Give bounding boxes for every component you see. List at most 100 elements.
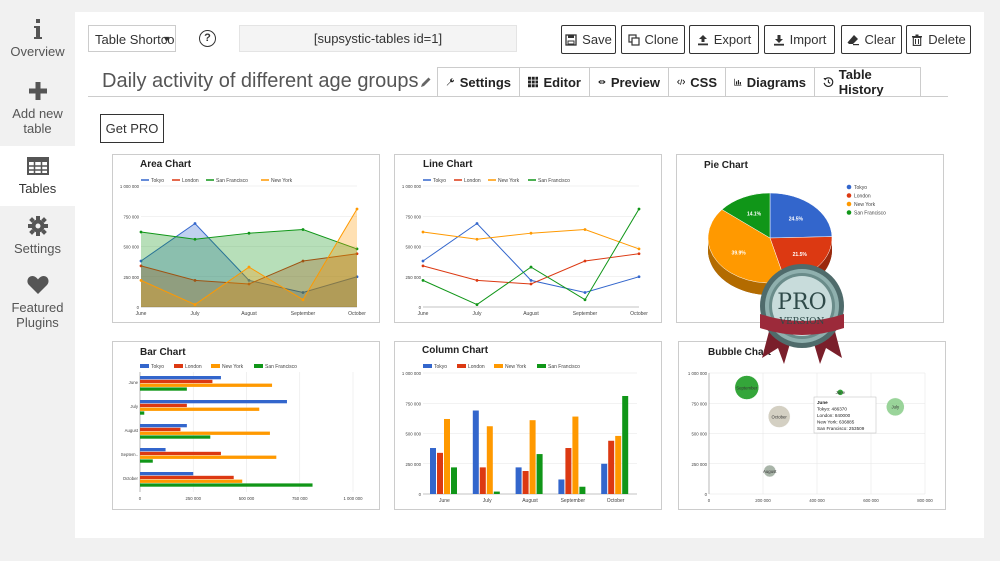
legend-entry: New York [505,364,527,370]
legend-entry: New York [271,178,293,184]
sidebar-item-settings[interactable]: Settings [0,215,75,260]
sidebar-item-overview[interactable]: Overview [0,18,75,68]
tab-table-history[interactable]: Table History [814,67,921,97]
sidebar-item-add-new-table[interactable]: Add new table [0,80,75,140]
legend-swatch [846,184,852,190]
legend-entry: San Francisco [216,178,248,184]
data-point [139,230,143,234]
slice-label: 21.5% [793,252,808,258]
tabs-divider [88,96,948,97]
tick-label: 500 000 [239,496,255,501]
column-chart-card[interactable]: Column Chart 0 250 000 500 000 750 000 1 000… [394,341,662,510]
tick-label: 0 [708,498,711,503]
tick-label: 750 000 [405,214,421,219]
tick-label: September [561,498,586,504]
bar-chart-card[interactable]: Bar Chart 0 250 000 500 000 750 000 1 000 00… [112,341,380,510]
tick-label: 1 000 000 [688,371,708,376]
tick-label: August [241,311,257,317]
table-title[interactable]: Daily activity of different age groups [102,70,419,92]
shortcode-field[interactable]: [supsystic-tables id=1] [239,25,517,52]
tick-label: July [191,311,200,317]
save-button[interactable]: Save [561,25,616,54]
get-pro-button[interactable]: Get PRO [100,114,164,143]
tab-label: Settings [459,74,511,90]
data-point [421,259,425,263]
import-button[interactable]: Import [764,25,835,54]
line-chart-card[interactable]: Line Chart 0 250 000 500 000 750 000 1 000 0… [394,154,662,323]
tick-label: August [523,311,539,317]
legend-swatch [846,201,852,207]
legend-entry: San Francisco [548,364,580,370]
tab-diagrams[interactable]: Diagrams [725,67,814,97]
legend-swatch [494,364,503,368]
tick-label: 1 000 000 [343,496,363,501]
column-bar [486,426,493,494]
legend-entry: London [468,364,485,370]
tick-label: 500 000 [691,432,707,437]
bubble-label: July [891,405,899,410]
bar [140,431,270,435]
import-icon [773,34,784,46]
bar [140,475,234,480]
bubble-chart-card[interactable]: Bubble Chart 0 250 000 500 000 750 000 1 000… [678,341,946,510]
bar [140,383,273,387]
sidebar-item-featured-plugins[interactable]: Featured Plugins [0,274,75,332]
tick-label: 750 000 [123,214,139,219]
legend-entry: San Francisco [538,178,570,184]
bar [140,400,287,404]
legend-entry: Tokyo [854,185,867,191]
data-point [637,252,641,256]
sidebar-item-label: Settings [14,241,61,256]
bar [140,387,187,391]
column-bar [430,448,436,494]
plus-icon [28,82,47,100]
chart-title: Bubble Chart [708,347,771,358]
sidebar-item-label: Tables [18,181,57,196]
history-icon [823,77,834,87]
bubble [763,464,776,478]
column-bar [536,454,543,494]
shortcode-type-select[interactable]: Table Shortcode ▼ [88,25,176,52]
column-bar [579,486,586,494]
tooltip-line: London: 840000 [817,413,851,418]
tick-label: 250 000 [123,275,139,280]
tick-label: 500 000 [405,432,421,437]
data-point [355,275,359,279]
tab-editor[interactable]: Editor [519,67,589,97]
admin-sidebar: Overview Add new table Tables Settings F… [0,0,75,561]
legend-entry: Tokyo [151,178,164,184]
tick-label: June [136,311,147,317]
data-point [193,222,197,225]
export-button[interactable]: Export [689,25,759,54]
tab-preview[interactable]: Preview [589,67,668,97]
bar [140,472,194,476]
legend-swatch [423,364,432,368]
column-bar [515,467,522,494]
column-chart: 0 250 000 500 000 750 000 1 000 000 Tokyo Lond… [402,364,637,504]
pencil-icon[interactable] [420,76,432,88]
clear-button[interactable]: Clear [841,25,902,54]
delete-button[interactable]: Delete [906,25,971,54]
sidebar-item-tables[interactable]: Tables [0,146,75,206]
chart-title: Area Chart [140,159,192,170]
badge-pro-text: PRO [777,290,826,315]
pie-slice [769,192,833,239]
info-icon [33,19,42,39]
tooltip-line: San Francisco: 253509 [817,426,865,431]
help-icon[interactable]: ? [199,30,216,47]
column-bar [444,418,450,494]
export-icon [697,34,708,45]
data-point [355,247,359,251]
tick-label: 250 000 [185,496,201,501]
bar [140,479,243,483]
column-bar [529,420,536,494]
tab-css[interactable]: CSS [668,67,725,97]
tab-settings[interactable]: Settings [437,67,519,97]
bar [140,379,213,384]
clone-button[interactable]: Clone [621,25,685,54]
tick-label: 750 000 [405,401,421,406]
column-bar [622,395,629,494]
table-grid-icon [26,157,49,175]
clone-icon [627,33,640,46]
area-chart-card[interactable]: Area Chart 0 250 000 500 000 750 000 1 000 0… [112,154,380,323]
